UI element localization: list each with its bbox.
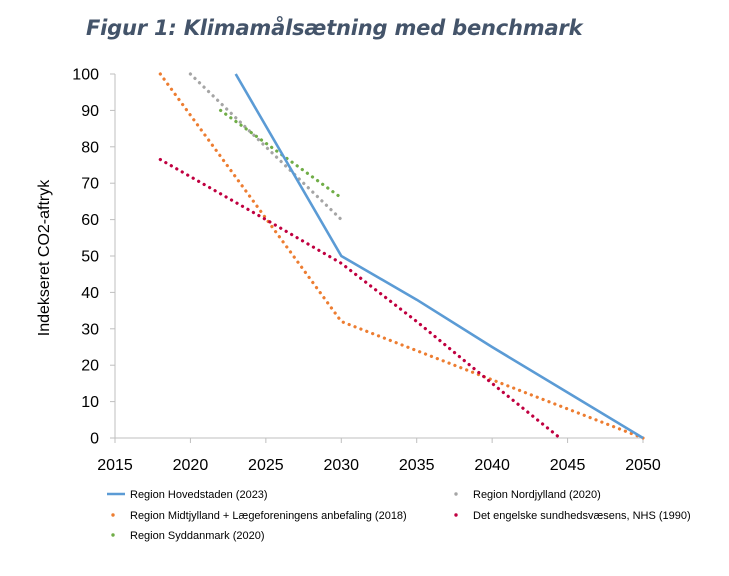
y-axis-label: Indekseret CO2-aftryk [36, 179, 53, 337]
legend-label-5: Region Syddanmark (2020) [130, 530, 265, 542]
y-tick-label: 90 [81, 103, 99, 120]
legend-swatch-3 [111, 513, 115, 517]
x-tick-label: 2045 [550, 457, 586, 474]
y-tick-label: 80 [81, 139, 99, 156]
y-tick-label: 10 [81, 394, 99, 411]
series-line-3 [158, 72, 645, 440]
x-tick-label: 2020 [173, 457, 209, 474]
legend: Region Hovedstaden (2023) Region Nordjyll… [107, 489, 691, 542]
x-tick-label: 2040 [474, 457, 510, 474]
series-line-1 [234, 73, 644, 440]
x-tick-label: 2035 [399, 457, 435, 474]
legend-label-1: Region Hovedstaden (2023) [130, 489, 268, 501]
y-tick-label: 30 [81, 321, 99, 338]
y-tick-label: 70 [81, 176, 99, 193]
legend-swatch-2 [454, 492, 458, 496]
y-tick-label: 40 [81, 285, 99, 302]
chart-title: Figur 1: Klimamålsætning med benchmark [86, 16, 583, 40]
legend-label-3: Region Midtjylland + Lægeforeningens anb… [130, 510, 407, 522]
y-tick-label: 50 [81, 249, 99, 266]
y-tick-label: 0 [90, 431, 99, 448]
series-group [158, 72, 645, 440]
legend-swatch-4 [454, 513, 458, 517]
y-tick-label: 100 [72, 67, 99, 84]
series-line-4 [158, 157, 562, 440]
y-tick-label: 60 [81, 212, 99, 229]
x-tick-label: 2050 [625, 457, 661, 474]
legend-swatch-5 [111, 533, 115, 537]
x-tick-label: 2025 [248, 457, 284, 474]
legend-label-4: Det engelske sundhedsvæsens, NHS (1990) [473, 510, 691, 522]
legend-label-2: Region Nordjylland (2020) [473, 489, 601, 501]
x-tick-label: 2015 [97, 457, 133, 474]
y-tick-label: 20 [81, 358, 99, 375]
series-line-2 [188, 72, 343, 222]
x-tick-label: 2030 [323, 457, 359, 474]
